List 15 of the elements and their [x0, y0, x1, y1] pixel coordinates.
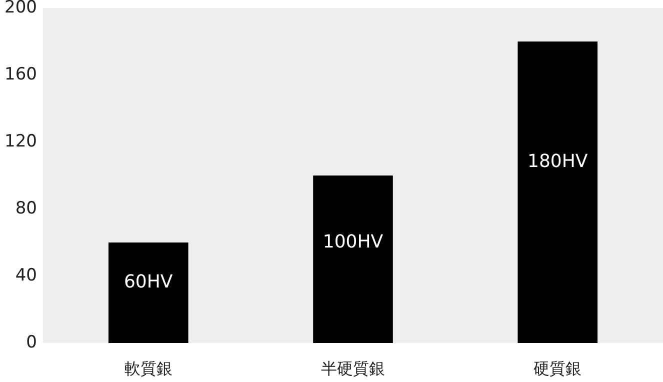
x-tick-label: 半硬質銀 [321, 359, 385, 378]
data-label: 180HV [528, 151, 588, 172]
y-tick-label: 200 [4, 0, 37, 18]
bar [518, 42, 598, 343]
y-tick-label: 0 [26, 332, 37, 353]
y-tick-label: 120 [4, 132, 37, 152]
data-label: 60HV [124, 272, 174, 293]
y-tick-label: 80 [15, 198, 37, 219]
x-tick-label: 軟質銀 [124, 359, 172, 378]
y-tick-label: 40 [15, 266, 37, 286]
x-tick-label: 硬質銀 [534, 359, 582, 378]
bar [108, 242, 188, 343]
data-label: 100HV [322, 231, 384, 252]
bar [313, 176, 393, 343]
y-tick-label: 160 [4, 64, 37, 85]
